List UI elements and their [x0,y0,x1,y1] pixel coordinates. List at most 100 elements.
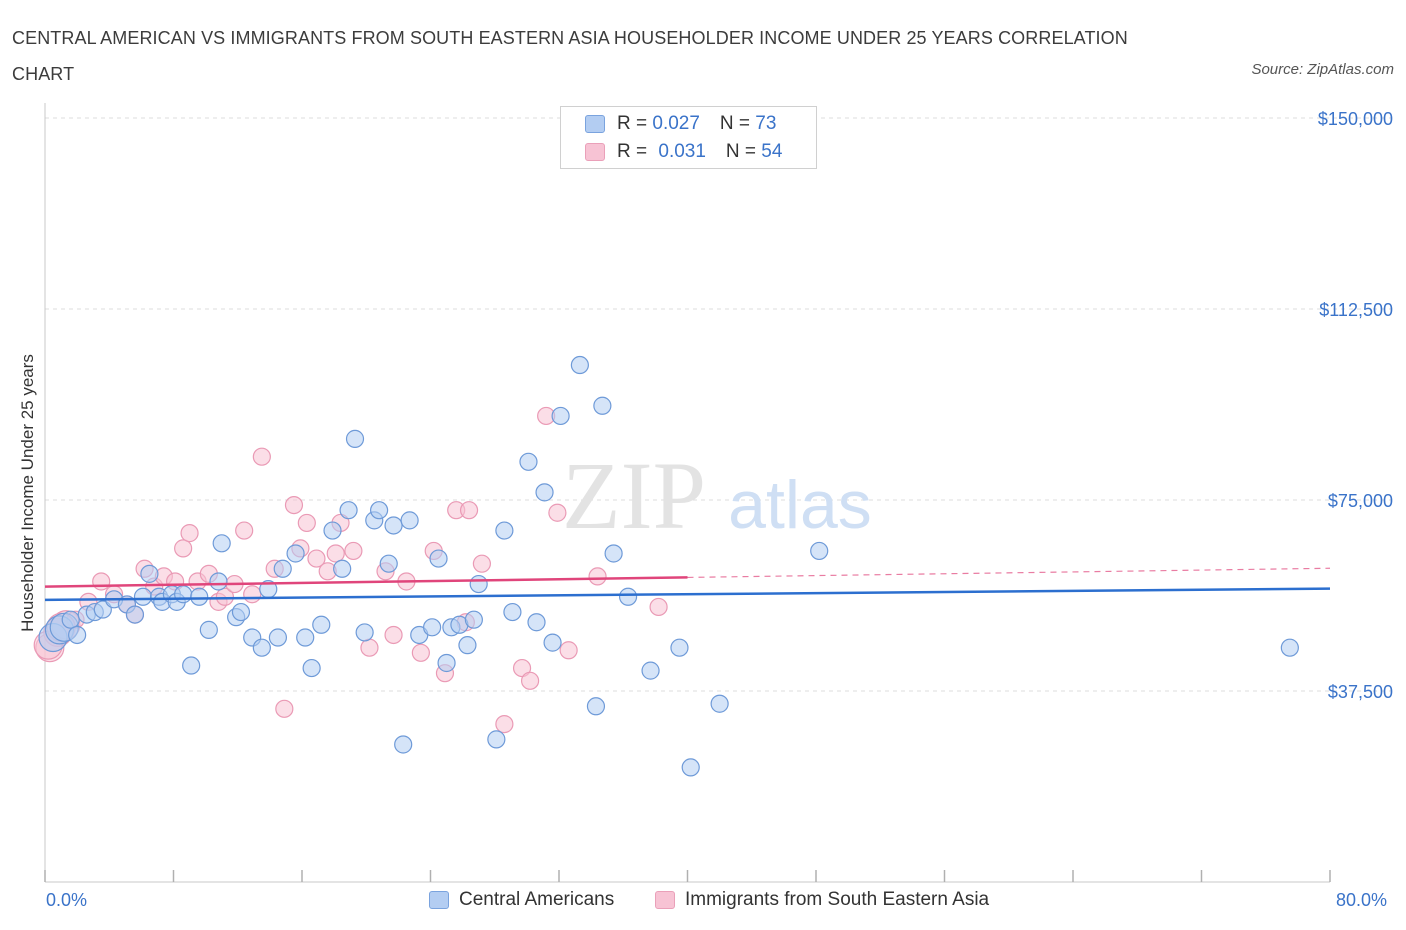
blue-point [93,600,112,619]
axes [44,103,1331,883]
pink-point [472,554,491,573]
blue-point [252,638,271,657]
blue-point [133,587,153,606]
pink-point [548,503,567,522]
series-legend: Central Americans Immigrants from South … [0,889,1406,915]
pink-point [284,495,304,515]
blue-trend-line [44,587,1331,602]
blue-point [231,602,251,622]
pink-point [252,447,271,466]
legend-r-value: 0.031 [658,141,706,162]
blue-point [670,638,689,657]
watermark-zip: ZIP [562,442,706,549]
pink-point [92,572,111,591]
series-legend-item-pink[interactable]: Immigrants from South Eastern Asia [655,889,989,911]
blue-point [286,544,305,563]
x-tick-label-max: 80.0% [1336,890,1388,910]
correlation-legend: R = 0.027 N = 73 R = 0.031 N = 54 [560,106,817,169]
blue-point [527,613,546,632]
blue-point [394,735,413,754]
legend-r-value: 0.027 [652,113,700,134]
blue-point [174,585,193,604]
series-name-pink: Immigrants from South Eastern Asia [685,889,990,910]
pink-point [649,597,668,617]
blue-point [487,730,506,749]
blue-point [273,559,292,578]
blue-point [379,554,398,573]
pink-trend-line-extension [687,567,1331,579]
blue-point [810,541,829,561]
legend-n-value: 54 [761,141,783,162]
blue-point [212,534,231,553]
blue-point [495,521,514,540]
blue-point [400,511,419,530]
pink-point [360,638,379,657]
pink-trend-line [44,576,688,588]
pink-point [307,549,326,568]
blue-point [312,615,331,634]
pink-point [384,625,403,645]
blue-point [61,610,80,629]
source-label: Source: ZipAtlas.com [1251,61,1394,78]
blue-series-points [38,355,1299,777]
blue-point [339,501,358,520]
y-tick-label: $150,000 [1318,109,1393,129]
legend-r-label: R = [617,113,653,134]
blue-point [423,618,442,637]
blue-point [209,572,228,591]
pink-point [588,567,607,586]
legend-n-label: N = [725,141,762,162]
blue-point [296,628,315,647]
legend-row-blue: R = 0.027 N = 73 [585,112,776,136]
pink-point [174,539,193,558]
blue-point [345,429,365,448]
blue-point [519,452,538,471]
pink-point [495,715,514,734]
blue-point [384,516,403,535]
legend-swatch-blue [585,115,605,133]
blue-point [268,628,288,647]
blue-point [681,758,700,777]
series-name-blue: Central Americans [459,889,615,910]
blue-point [333,559,352,578]
pink-point [559,641,578,660]
blue-point [503,602,522,622]
pink-point [411,643,430,662]
blue-point [190,587,209,606]
pink-point [215,587,234,606]
legend-n-value: 73 [755,113,777,134]
pink-point [520,671,540,690]
blue-point [370,501,389,520]
pink-point [180,524,199,543]
series-legend-item-blue[interactable]: Central Americans [429,889,614,911]
y-tick-label: $75,000 [1328,491,1393,511]
watermark: ZIP atlas [562,442,872,549]
blue-point [458,636,477,655]
y-tick-labels: $37,500 $75,000 $112,500 $150,000 [1318,109,1393,702]
blue-point [710,694,729,713]
trend-lines [44,567,1331,602]
blue-point [302,658,321,678]
blue-point [355,623,374,642]
chart-title: CENTRAL AMERICAN VS IMMIGRANTS FROM SOUT… [12,28,1128,84]
pink-point [275,699,294,718]
legend-n-label: N = [719,113,756,134]
blue-point [604,544,623,563]
blue-point [429,549,448,568]
blue-point [182,656,201,675]
blue-point [469,574,488,594]
blue-point [323,521,342,540]
blue-point [125,605,145,624]
x-tick-label-min: 0.0% [46,890,88,910]
blue-point [140,564,159,583]
legend-r-label: R = [617,141,653,162]
blue-point [68,625,87,645]
y-tick-label: $112,500 [1319,300,1393,320]
series-swatch-blue [429,891,449,909]
blue-point [641,661,660,680]
y-axis-title: Householder Income Under 25 years [18,354,37,632]
blue-point [618,587,638,606]
blue-point [551,406,570,426]
pink-point [235,521,254,540]
